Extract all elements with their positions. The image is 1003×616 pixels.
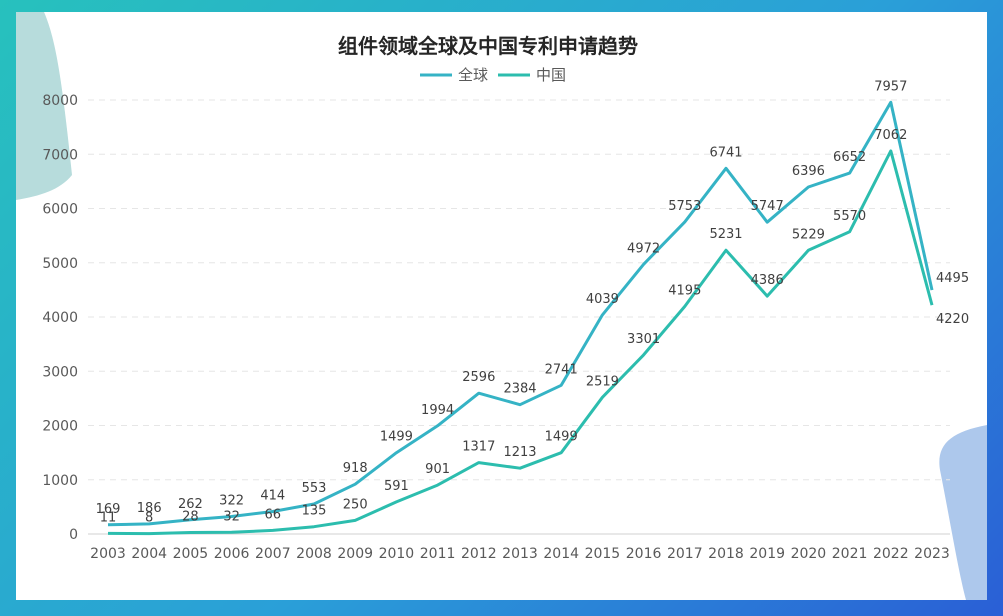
y-axis: 0 1000 2000 3000 4000 5000 6000 7000 8000 xyxy=(42,93,78,543)
x-tick-label: 2012 xyxy=(461,546,497,562)
data-label: 414 xyxy=(260,489,285,504)
x-tick-label: 2004 xyxy=(131,546,167,562)
data-label: 7062 xyxy=(874,128,907,143)
data-label: 7957 xyxy=(874,79,907,94)
data-label: 1317 xyxy=(462,440,495,455)
data-label: 3301 xyxy=(627,332,660,347)
data-label: 2384 xyxy=(503,382,536,397)
chart-title: 组件领域全球及中国专利申请趋势 xyxy=(338,34,638,58)
data-label: 1994 xyxy=(421,403,454,418)
x-tick-label: 2017 xyxy=(667,546,703,562)
decor-shape-top-left xyxy=(16,12,72,200)
x-tick-label: 2008 xyxy=(296,546,332,562)
data-labels: 169 186 262 322 414 553 918 1499 1994 2596 2384 274… xyxy=(96,79,970,525)
data-label: 250 xyxy=(343,497,368,512)
y-tick-label: 0 xyxy=(69,527,78,543)
data-label: 5753 xyxy=(668,199,701,214)
x-tick-label: 2020 xyxy=(791,546,827,562)
data-label: 8 xyxy=(145,511,153,526)
data-label: 4972 xyxy=(627,241,660,256)
x-tick-label: 2016 xyxy=(626,546,662,562)
data-label: 5229 xyxy=(792,227,825,242)
series-line-1 xyxy=(107,149,934,536)
x-tick-label: 2003 xyxy=(90,546,126,562)
decor-shape-bottom-right xyxy=(939,425,987,600)
x-tick-label: 2013 xyxy=(502,546,538,562)
x-tick-label: 2018 xyxy=(708,546,744,562)
x-axis: 2003 2004 2005 2006 2007 2008 2009 2010 2011 2012… xyxy=(90,546,950,562)
x-tick-label: 2021 xyxy=(832,546,868,562)
data-label: 1499 xyxy=(545,430,578,445)
y-tick-label: 1000 xyxy=(42,473,78,489)
data-label: 5570 xyxy=(833,209,866,224)
x-tick-label: 2006 xyxy=(214,546,250,562)
x-tick-label: 2023 xyxy=(914,546,950,562)
data-label: 4039 xyxy=(586,292,619,307)
data-label: 2596 xyxy=(462,370,495,385)
x-tick-label: 2010 xyxy=(379,546,415,562)
data-label: 4495 xyxy=(936,271,969,286)
legend-label-1: 中国 xyxy=(536,66,566,84)
legend-label-0: 全球 xyxy=(458,66,488,84)
data-label: 553 xyxy=(302,481,327,496)
data-label: 186 xyxy=(137,501,162,516)
data-label: 6741 xyxy=(709,145,742,160)
x-tick-label: 2019 xyxy=(749,546,785,562)
data-label: 591 xyxy=(384,479,409,494)
data-label: 11 xyxy=(100,510,117,525)
x-tick-label: 2009 xyxy=(337,546,373,562)
data-label: 1213 xyxy=(503,445,536,460)
x-tick-label: 2011 xyxy=(420,546,456,562)
data-label: 918 xyxy=(343,461,368,476)
data-label: 1499 xyxy=(380,430,413,445)
series-line-0 xyxy=(107,100,934,527)
data-label: 2741 xyxy=(545,362,578,377)
data-label: 4220 xyxy=(936,312,969,327)
x-tick-label: 2022 xyxy=(873,546,909,562)
x-tick-label: 2015 xyxy=(585,546,621,562)
data-label: 262 xyxy=(178,497,203,512)
y-tick-label: 6000 xyxy=(42,202,78,218)
y-tick-label: 7000 xyxy=(42,147,78,163)
data-label: 66 xyxy=(265,507,282,522)
data-label: 32 xyxy=(223,509,240,524)
y-tick-label: 3000 xyxy=(42,364,78,380)
data-label: 901 xyxy=(425,462,450,477)
legend: 全球 中国 xyxy=(420,66,566,84)
data-label: 4195 xyxy=(668,283,701,298)
data-label: 6652 xyxy=(833,150,866,165)
data-label: 2519 xyxy=(586,374,619,389)
x-tick-label: 2007 xyxy=(255,546,291,562)
grid xyxy=(88,99,950,535)
data-label: 322 xyxy=(219,494,244,509)
series-lines xyxy=(107,100,934,536)
chart-card xyxy=(16,12,987,600)
y-tick-label: 8000 xyxy=(42,93,78,109)
x-tick-label: 2014 xyxy=(543,546,579,562)
x-tick-label: 2005 xyxy=(173,546,209,562)
data-label: 28 xyxy=(182,509,199,524)
data-label: 5747 xyxy=(751,199,784,214)
y-tick-label: 5000 xyxy=(42,256,78,272)
data-label: 169 xyxy=(96,502,121,517)
y-tick-label: 2000 xyxy=(42,419,78,435)
data-label: 4386 xyxy=(751,273,784,288)
y-tick-label: 4000 xyxy=(42,310,78,326)
data-label: 135 xyxy=(302,504,327,519)
data-label: 6396 xyxy=(792,164,825,179)
data-label: 5231 xyxy=(709,227,742,242)
